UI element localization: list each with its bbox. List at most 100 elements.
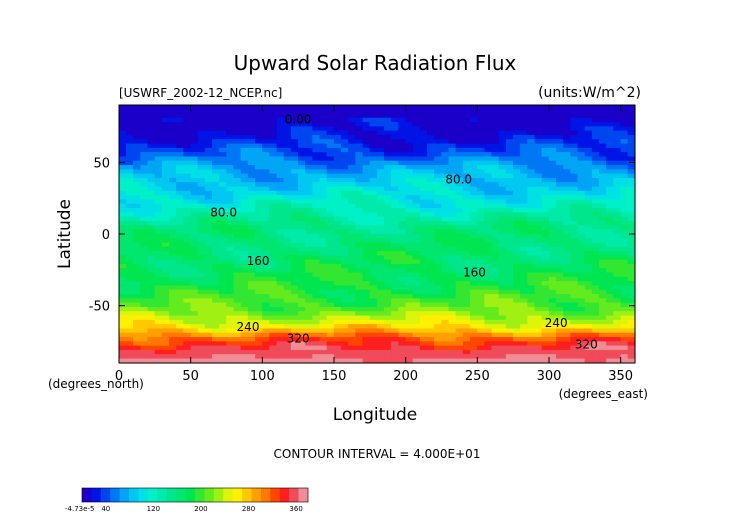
heat-cell — [620, 294, 629, 300]
heat-cell — [140, 298, 149, 304]
heat-cell — [477, 216, 486, 222]
heat-cell — [126, 289, 134, 295]
heat-cell — [577, 134, 586, 140]
heat-cell — [491, 117, 500, 123]
heat-cell — [448, 190, 457, 196]
heat-cell — [627, 212, 636, 218]
heat-cell — [369, 242, 378, 248]
heat-cell — [427, 229, 435, 235]
heat-cell — [212, 130, 220, 136]
heat-cell — [176, 349, 185, 355]
heat-cell — [126, 165, 134, 171]
heat-cell — [126, 160, 134, 166]
heat-cell — [312, 117, 321, 123]
heat-cell — [319, 259, 328, 265]
heat-cell — [441, 203, 450, 209]
heat-cell — [527, 306, 536, 312]
heat-cell — [412, 165, 421, 171]
heat-cell — [548, 233, 557, 239]
heat-cell — [477, 173, 486, 179]
heat-cell — [427, 246, 435, 252]
heat-cell — [513, 212, 521, 218]
heat-cell — [154, 156, 163, 162]
heat-cell — [541, 109, 550, 115]
heat-cell — [405, 229, 414, 235]
heat-cell — [599, 259, 607, 265]
heat-cell — [556, 349, 564, 355]
heat-cell — [355, 147, 364, 153]
heat-cell — [240, 186, 249, 192]
heat-cell — [505, 233, 514, 239]
heat-cell — [376, 165, 385, 171]
heat-cell — [627, 238, 636, 244]
heat-cell — [591, 255, 600, 261]
heat-cell — [226, 268, 235, 274]
heat-cell — [341, 156, 349, 162]
heat-cell — [541, 268, 550, 274]
heat-cell — [298, 169, 306, 175]
heat-cell — [391, 117, 400, 123]
heat-cell — [556, 255, 564, 261]
heat-cell — [405, 186, 414, 192]
heat-cell — [534, 298, 543, 304]
heat-cell — [247, 302, 256, 308]
heat-cell — [534, 203, 543, 209]
heat-cell — [290, 246, 299, 252]
heat-cell — [556, 251, 564, 257]
heat-cell — [219, 122, 228, 128]
heat-cell — [455, 341, 464, 347]
heat-cell — [140, 268, 149, 274]
heat-cell — [384, 134, 392, 140]
heat-cell — [233, 354, 242, 360]
heat-cell — [563, 216, 572, 222]
heat-cell — [584, 268, 593, 274]
heat-cell — [599, 195, 607, 201]
heat-cell — [470, 345, 478, 351]
heat-cell — [534, 332, 543, 338]
heat-cell — [577, 276, 586, 282]
heat-cell — [405, 255, 414, 261]
heat-cell — [599, 285, 607, 291]
heat-cell — [283, 160, 292, 166]
heat-cell — [376, 281, 385, 287]
heat-cell — [312, 152, 321, 158]
heat-cell — [147, 289, 156, 295]
heat-cell — [591, 169, 600, 175]
colorbar-frame — [81, 487, 309, 503]
colorbar — [81, 487, 309, 503]
heat-cell — [255, 345, 263, 351]
heat-cell — [140, 315, 149, 321]
heat-cell — [305, 315, 314, 321]
heat-cell — [212, 177, 220, 183]
heat-cell — [276, 109, 285, 115]
heat-cell — [384, 203, 392, 209]
heat-cell — [276, 195, 285, 201]
heat-cell — [348, 306, 357, 312]
heat-cell — [498, 182, 507, 188]
heat-cell — [520, 169, 529, 175]
heat-cell — [326, 225, 335, 231]
heat-cell — [197, 298, 206, 304]
heat-cell — [262, 246, 271, 252]
heat-cell — [183, 122, 192, 128]
heat-cell — [498, 242, 507, 248]
heat-cell — [190, 130, 199, 136]
heat-cell — [305, 251, 314, 257]
heat-cell — [126, 319, 134, 325]
heat-cell — [455, 143, 464, 149]
heat-cell — [470, 332, 478, 338]
heat-cell — [276, 233, 285, 239]
heat-cell — [290, 238, 299, 244]
heat-cell — [491, 259, 500, 265]
heat-cell — [176, 242, 185, 248]
heat-cell — [434, 332, 443, 338]
heat-cell — [484, 109, 493, 115]
heat-cell — [584, 216, 593, 222]
heat-cell — [606, 324, 615, 330]
heat-cell — [434, 104, 443, 110]
heat-cell — [197, 255, 206, 261]
heat-cell — [161, 177, 170, 183]
heat-cell — [556, 272, 564, 278]
heat-cell — [333, 169, 342, 175]
heat-cell — [591, 229, 600, 235]
